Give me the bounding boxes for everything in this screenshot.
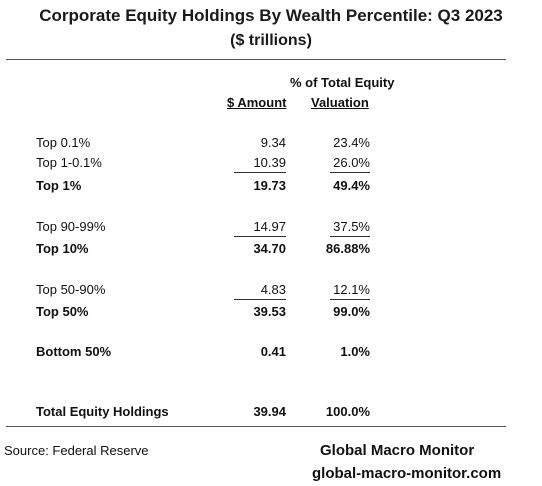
pct-header-line1: % of Total Equity xyxy=(290,75,395,90)
top-divider xyxy=(6,59,506,60)
row-label: Top 90-99% xyxy=(36,219,106,234)
page-subtitle: ($ trillions) xyxy=(230,32,312,49)
row-pct: 1.0% xyxy=(340,344,370,359)
subtotal-underline xyxy=(234,172,286,173)
row-pct: 99.0% xyxy=(333,304,370,319)
subtotal-underline xyxy=(330,299,370,300)
row-label: Bottom 50% xyxy=(36,344,112,359)
amount-header: $ Amount xyxy=(227,95,287,110)
subtotal-underline xyxy=(234,236,286,237)
row-amount: 4.83 xyxy=(260,282,286,297)
row-pct: 86.88% xyxy=(325,241,370,256)
valuation-header: Valuation xyxy=(311,95,369,110)
source-note: Source: Federal Reserve xyxy=(4,443,149,458)
row-label: Top 1-0.1% xyxy=(36,155,102,170)
row-amount: 14.97 xyxy=(253,219,286,234)
row-pct: 37.5% xyxy=(333,219,370,234)
row-label: Top 1% xyxy=(36,178,82,193)
row-amount: 10.39 xyxy=(253,155,286,170)
row-label: Top 50-90% xyxy=(36,282,106,297)
subtotal-underline xyxy=(234,299,286,300)
subtotal-underline xyxy=(330,236,370,237)
row-label-total: Total Equity Holdings xyxy=(36,404,169,419)
row-pct: 49.4% xyxy=(333,178,370,193)
subtotal-underline xyxy=(330,172,370,173)
row-amount: 19.73 xyxy=(253,178,286,193)
row-label: Top 10% xyxy=(36,241,89,256)
row-amount-total: 39.94 xyxy=(253,404,286,419)
row-amount: 34.70 xyxy=(253,241,286,256)
row-amount: 0.41 xyxy=(260,344,286,359)
row-pct: 12.1% xyxy=(333,282,370,297)
row-amount: 9.34 xyxy=(260,135,286,150)
brand-name: Global Macro Monitor xyxy=(320,442,475,459)
bottom-divider xyxy=(6,426,506,427)
row-pct-total: 100.0% xyxy=(325,404,370,419)
row-pct: 26.0% xyxy=(333,155,370,170)
row-amount: 39.53 xyxy=(253,304,286,319)
row-label: Top 50% xyxy=(36,304,89,319)
row-pct: 23.4% xyxy=(333,135,370,150)
row-label: Top 0.1% xyxy=(36,135,91,150)
page-title: Corporate Equity Holdings By Wealth Perc… xyxy=(39,6,503,25)
brand-site: global-macro-monitor.com xyxy=(312,465,502,482)
